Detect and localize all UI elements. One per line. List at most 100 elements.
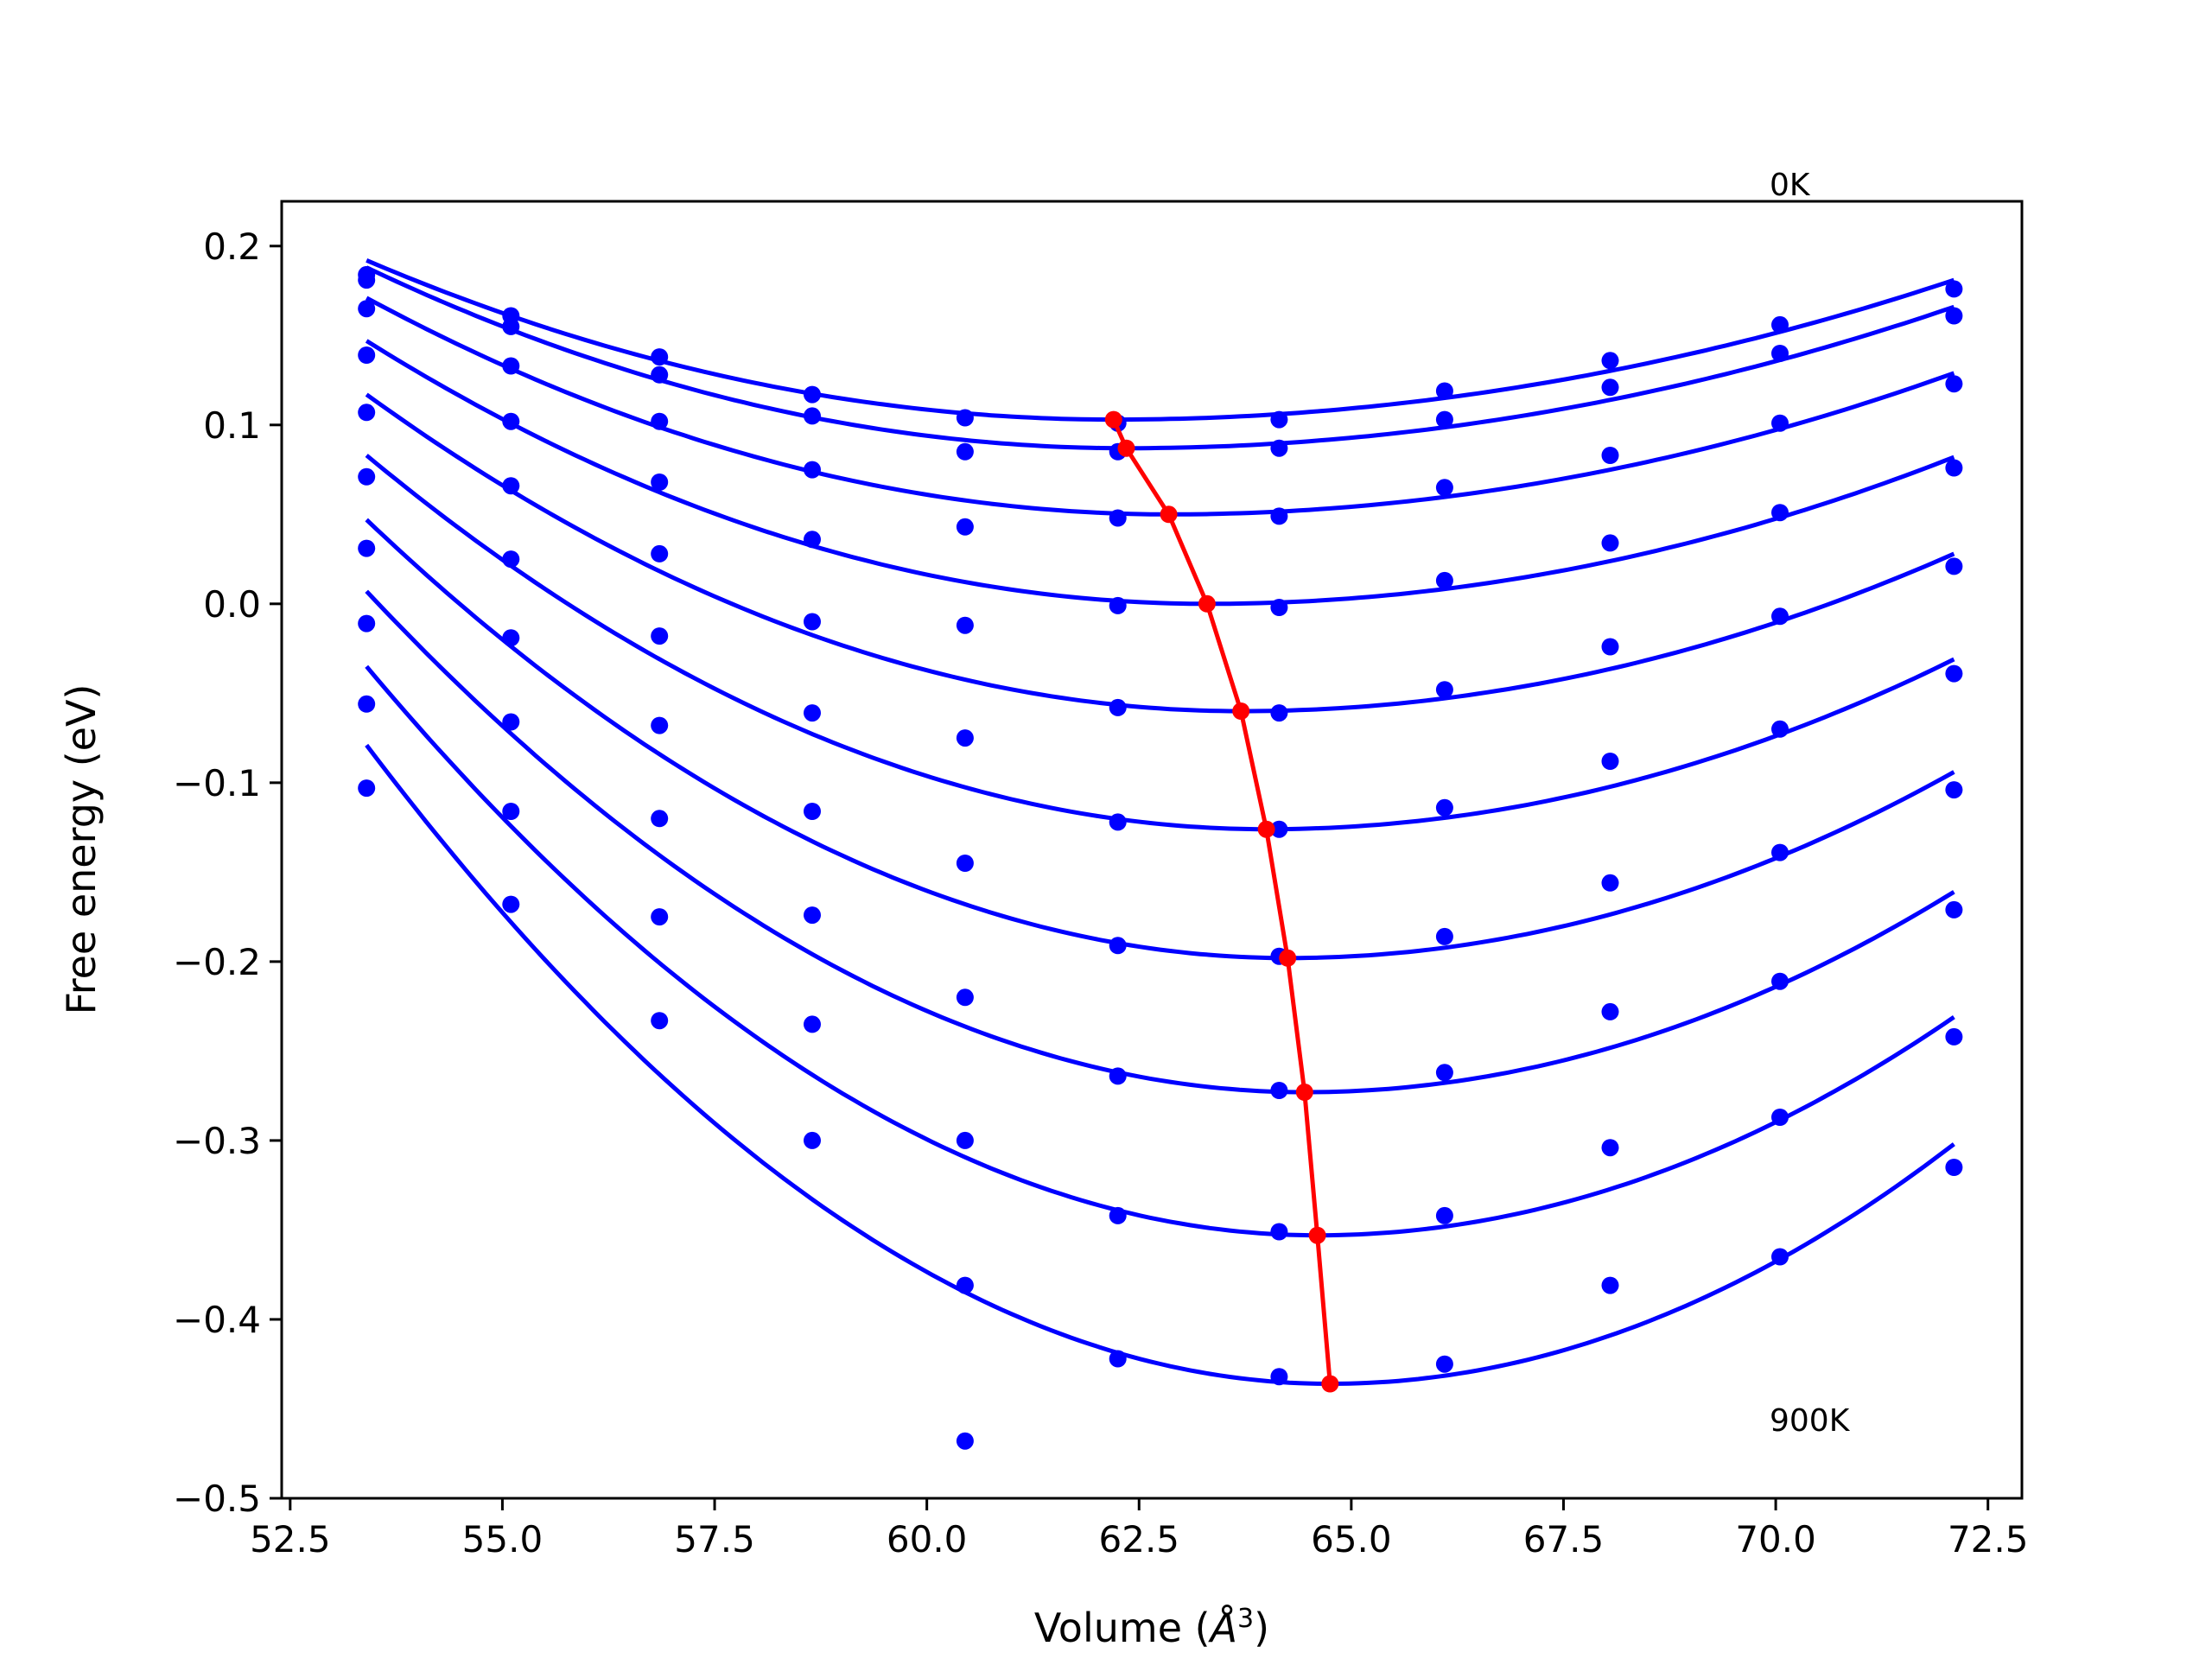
data-point-2-10 [1945,375,1963,393]
data-point-4-5 [1109,698,1127,716]
x-tick-label-2: 57.5 [674,1518,755,1560]
data-point-4-3 [804,613,821,631]
data-point-7-0 [358,614,376,632]
minimum-point-6 [1279,949,1297,967]
data-point-3-5 [1109,596,1127,614]
fit-curve-5 [365,454,1955,832]
data-point-7-7 [1435,1064,1453,1082]
data-point-5-10 [1945,664,1963,683]
data-point-2-4 [956,518,974,536]
data-point-3-3 [804,531,821,549]
data-point-1-3 [804,407,821,425]
data-point-3-8 [1601,534,1619,552]
data-point-3-6 [1270,599,1288,616]
data-point-8-5 [1109,1206,1127,1224]
data-point-4-6 [1270,704,1288,722]
data-point-9-9 [1771,1248,1789,1266]
data-point-6-9 [1771,843,1789,861]
y-tick-label-3: −0.1 [173,762,261,804]
plot-frame [280,200,2024,1500]
data-point-7-4 [956,1131,974,1149]
data-point-3-0 [358,346,376,364]
data-point-6-2 [651,716,669,734]
data-point-4-7 [1435,681,1453,699]
data-point-0-3 [804,385,821,404]
data-point-1-10 [1945,307,1963,325]
data-point-7-2 [651,810,669,828]
minimum-point-1 [1117,439,1135,457]
minimum-point-5 [1257,820,1275,838]
data-point-9-6 [1270,1368,1288,1386]
data-point-0-2 [651,348,669,366]
data-point-6-5 [1109,937,1127,955]
data-point-7-9 [1771,972,1789,990]
data-point-8-6 [1270,1223,1288,1241]
data-point-4-9 [1771,607,1789,626]
data-point-4-2 [651,544,669,563]
data-point-0-6 [1270,410,1288,429]
fit-curve-3 [365,339,1955,607]
data-point-0-9 [1771,315,1789,334]
data-point-5-0 [358,467,376,486]
data-point-9-10 [1945,1159,1963,1176]
data-point-8-10 [1945,1027,1963,1046]
fit-curve-1 [365,265,1955,451]
y-tick-label-6: −0.4 [173,1299,261,1341]
data-point-8-0 [358,695,376,713]
data-point-8-4 [956,1276,974,1294]
data-point-2-9 [1771,414,1789,432]
data-point-8-8 [1601,1139,1619,1157]
data-point-3-10 [1945,459,1963,477]
data-point-9-7 [1435,1355,1453,1373]
y-tick-label-2: 0.0 [203,583,261,626]
data-point-1-4 [956,442,974,461]
data-point-7-8 [1601,1002,1619,1020]
fit-curve-7 [365,589,1955,1095]
data-point-9-0 [358,779,376,798]
data-point-5-4 [956,855,974,872]
y-axis-title: Free energy (eV) [58,684,105,1015]
data-point-9-3 [804,1131,821,1149]
minimum-point-4 [1232,702,1250,720]
x-tick-label-6: 67.5 [1523,1518,1605,1560]
data-point-3-9 [1771,504,1789,522]
y-tick-label-1: 0.1 [203,404,261,447]
data-point-2-5 [1109,509,1127,527]
data-point-6-10 [1945,781,1963,799]
data-point-2-0 [358,300,376,318]
x-tick-label-1: 55.0 [462,1518,543,1560]
data-point-7-3 [804,906,821,925]
x-tick-label-0: 52.5 [250,1518,331,1560]
data-point-6-0 [358,539,376,557]
data-point-3-2 [651,474,669,491]
y-tick-label-7: −0.5 [173,1478,261,1520]
x-tick-label-4: 62.5 [1099,1518,1180,1560]
data-point-0-10 [1945,280,1963,298]
data-point-7-5 [1109,1067,1127,1085]
annotation-0k: 0K [1770,168,1811,203]
data-point-4-0 [358,404,376,422]
data-point-5-3 [804,704,821,722]
axis-ticks: 52.5 55.0 57.5 60.0 62.5 65.0 67.5 70.0 72.5 0.2 0… [173,226,2028,1560]
data-point-0-7 [1435,382,1453,400]
data-point-8-9 [1771,1109,1789,1126]
data-point-4-1 [502,477,520,495]
minimum-point-7 [1295,1084,1313,1101]
fit-curve-4 [365,392,1955,714]
data-point-9-1 [502,895,520,913]
data-point-5-6 [1270,820,1288,838]
data-point-2-6 [1270,507,1288,525]
data-point-1-6 [1270,439,1288,457]
data-point-2-8 [1601,447,1619,464]
data-point-1-9 [1771,345,1789,362]
data-point-8-1 [502,803,520,820]
data-point-8-3 [804,1015,821,1033]
y-tick-label-5: −0.3 [173,1120,261,1162]
minimum-point-0 [1104,410,1122,429]
fit-curve-0 [365,258,1955,423]
data-point-1-1 [502,317,520,335]
data-point-8-7 [1435,1206,1453,1224]
data-point-0-8 [1601,352,1619,370]
